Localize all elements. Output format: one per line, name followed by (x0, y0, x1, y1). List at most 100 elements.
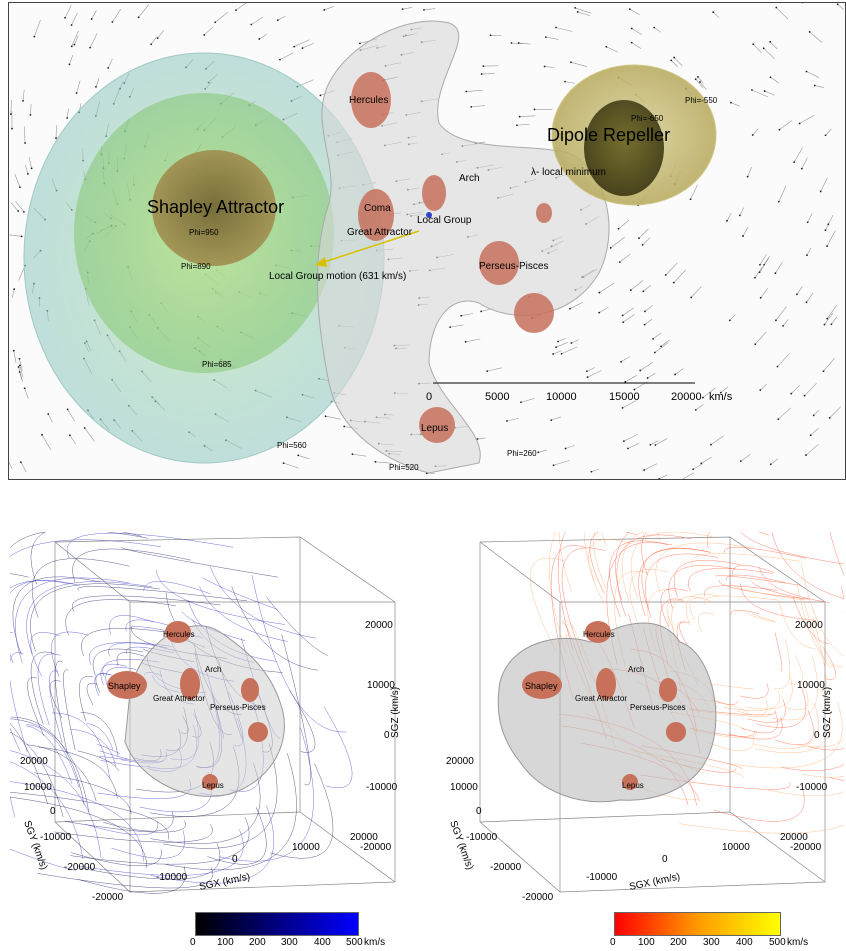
streamline-arrow (297, 454, 300, 457)
streamline-segment (25, 164, 29, 174)
bottom-left-svg: Hercules Shapley Arch Great Attractor Pe… (0, 525, 401, 903)
streamline-segment (76, 80, 81, 94)
streamline-arrow (11, 127, 13, 130)
streamline-arrow (550, 419, 553, 422)
stream-arc (218, 727, 314, 862)
bl-y-tick-4: -10000 (40, 832, 72, 843)
streamline-segment (22, 89, 25, 101)
streamline-segment (779, 120, 793, 130)
streamline-segment (623, 434, 638, 442)
streamline-arrow (480, 310, 483, 313)
streamline-segment (770, 77, 779, 84)
streamline-segment (739, 207, 744, 216)
streamline-arrow (699, 81, 701, 83)
streamline-segment (828, 214, 834, 225)
stream-arc (616, 534, 692, 617)
stream-arc (703, 585, 778, 598)
stream-arc (2, 580, 80, 664)
streamline-segment (804, 382, 817, 396)
phi-label-7: Phi=520 (389, 463, 419, 472)
stream-arc (34, 772, 132, 815)
streamline-segment (477, 437, 486, 440)
streamline-segment (325, 415, 341, 420)
stream-arc (802, 773, 846, 778)
stream-arc (155, 570, 286, 625)
streamline-arrow (649, 443, 652, 446)
streamline-segment (764, 90, 775, 96)
bl-x-tick-1: -20000 (92, 892, 124, 903)
stream-arc (86, 683, 98, 706)
streamline-segment (556, 342, 568, 348)
streamline-arrow (803, 394, 806, 397)
streamline-arrow (68, 434, 71, 437)
streamline-arrow (697, 76, 699, 78)
stream-arc (163, 743, 278, 849)
stream-arc (593, 514, 658, 589)
streamline-arrow (24, 142, 26, 144)
streamline-segment (324, 6, 334, 11)
bottom-right-svg: Hercules Shapley Arch Great Attractor Pe… (446, 465, 846, 903)
streamline-arrow (790, 392, 793, 395)
streamline-segment (516, 123, 530, 126)
streamline-arrow (809, 434, 812, 437)
streamline-arrow (586, 370, 588, 373)
streamline-arrow (564, 447, 567, 450)
stream-arc (199, 586, 288, 642)
streamline-segment (71, 30, 79, 47)
streamline-segment (644, 463, 657, 471)
streamline-segment (610, 236, 625, 249)
streamline-segment (586, 367, 596, 372)
streamline-arrow (258, 38, 261, 40)
streamline-arrow (70, 24, 73, 26)
br-ga-blob (596, 668, 616, 700)
streamline-arrow (150, 43, 153, 46)
stream-arc (207, 807, 267, 865)
stream-arc (150, 763, 261, 844)
streamline-arrow (646, 377, 649, 379)
stream-arc (792, 597, 829, 644)
stream-arc (51, 631, 89, 677)
streamline-arrow (826, 317, 829, 320)
br-x-tick-1: -20000 (522, 892, 554, 903)
streamline-arrow (739, 460, 742, 463)
streamline-arrow (775, 6, 778, 9)
stream-arc (755, 694, 832, 754)
bl-y-tick-5: -20000 (64, 862, 96, 873)
lg-motion-arrow (320, 230, 420, 264)
streamline-segment (23, 126, 26, 144)
streamline-arrow (769, 40, 772, 43)
bl-z-tick-3: 0 (384, 730, 390, 741)
stream-arc (726, 574, 786, 583)
streamline-segment (627, 442, 640, 449)
phi-label-3: Phi=950 (189, 228, 219, 237)
streamline-segment (570, 62, 588, 67)
bl-x-tick-2: -10000 (156, 872, 188, 883)
streamline-arrow (777, 418, 780, 421)
streamline-segment (577, 11, 590, 17)
shapley-label: Shapley Attractor (147, 197, 284, 217)
bl-x-tick-5: 20000 (350, 832, 378, 843)
stream-arc (529, 557, 565, 652)
streamline-segment (751, 89, 768, 98)
streamline-segment (826, 305, 837, 319)
stream-arc (709, 736, 754, 752)
streamline-arrow (690, 296, 693, 299)
streamline-arrow (622, 440, 625, 443)
streamline-arrow (33, 35, 36, 38)
streamline-arrow (64, 16, 67, 19)
streamline-arrow (486, 370, 489, 373)
stream-arc (121, 546, 279, 578)
streamline-segment (660, 339, 670, 347)
bl-sgx-axis-label: SGX (km/s) (198, 871, 251, 893)
stream-arc (772, 655, 819, 721)
bl-x-tick-4: 10000 (292, 842, 320, 853)
streamline-segment (777, 353, 790, 367)
streamline-arrow (644, 310, 646, 313)
stream-arc (81, 628, 171, 657)
streamline-segment (599, 282, 615, 293)
streamline-segment (34, 19, 41, 37)
lepus-label: Lepus (421, 423, 448, 434)
bl-perseus-label: Perseus-Pisces (210, 703, 266, 712)
streamline-arrow (692, 468, 695, 471)
stream-arc (741, 712, 778, 734)
